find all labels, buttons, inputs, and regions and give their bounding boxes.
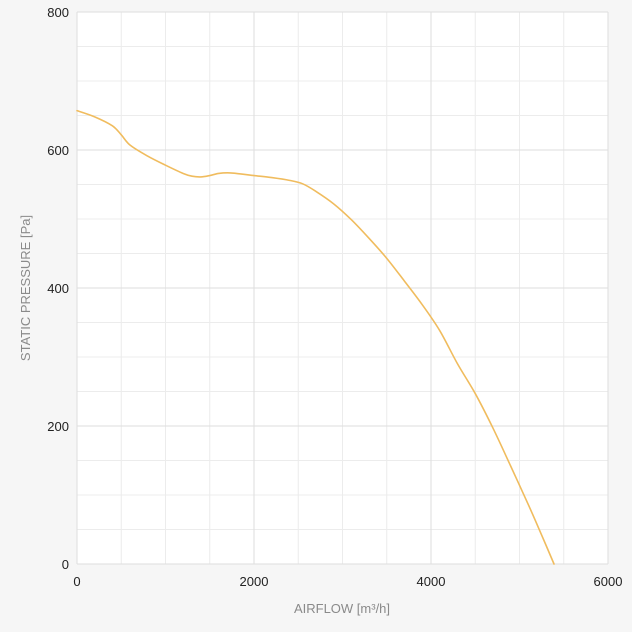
series-line <box>76 109 555 565</box>
minor-gridlines <box>77 12 608 564</box>
series-layer <box>76 109 555 565</box>
y-tick-label: 200 <box>47 419 69 434</box>
y-tick-label: 400 <box>47 281 69 296</box>
y-tick-label: 600 <box>47 143 69 158</box>
y-tick-label: 0 <box>62 557 69 572</box>
x-tick-label: 0 <box>73 574 80 589</box>
major-gridlines <box>76 11 609 565</box>
x-axis-title: AIRFLOW [m³/h] <box>294 601 390 616</box>
y-tick-label: 800 <box>47 5 69 20</box>
x-tick-label: 4000 <box>417 574 446 589</box>
x-tick-labels: 0 2000 4000 6000 <box>73 574 622 589</box>
x-tick-label: 2000 <box>240 574 269 589</box>
x-tick-label: 6000 <box>594 574 623 589</box>
y-axis-title: STATIC PRESSURE [Pa] <box>18 215 33 361</box>
y-tick-labels: 0 200 400 600 800 <box>47 5 69 572</box>
